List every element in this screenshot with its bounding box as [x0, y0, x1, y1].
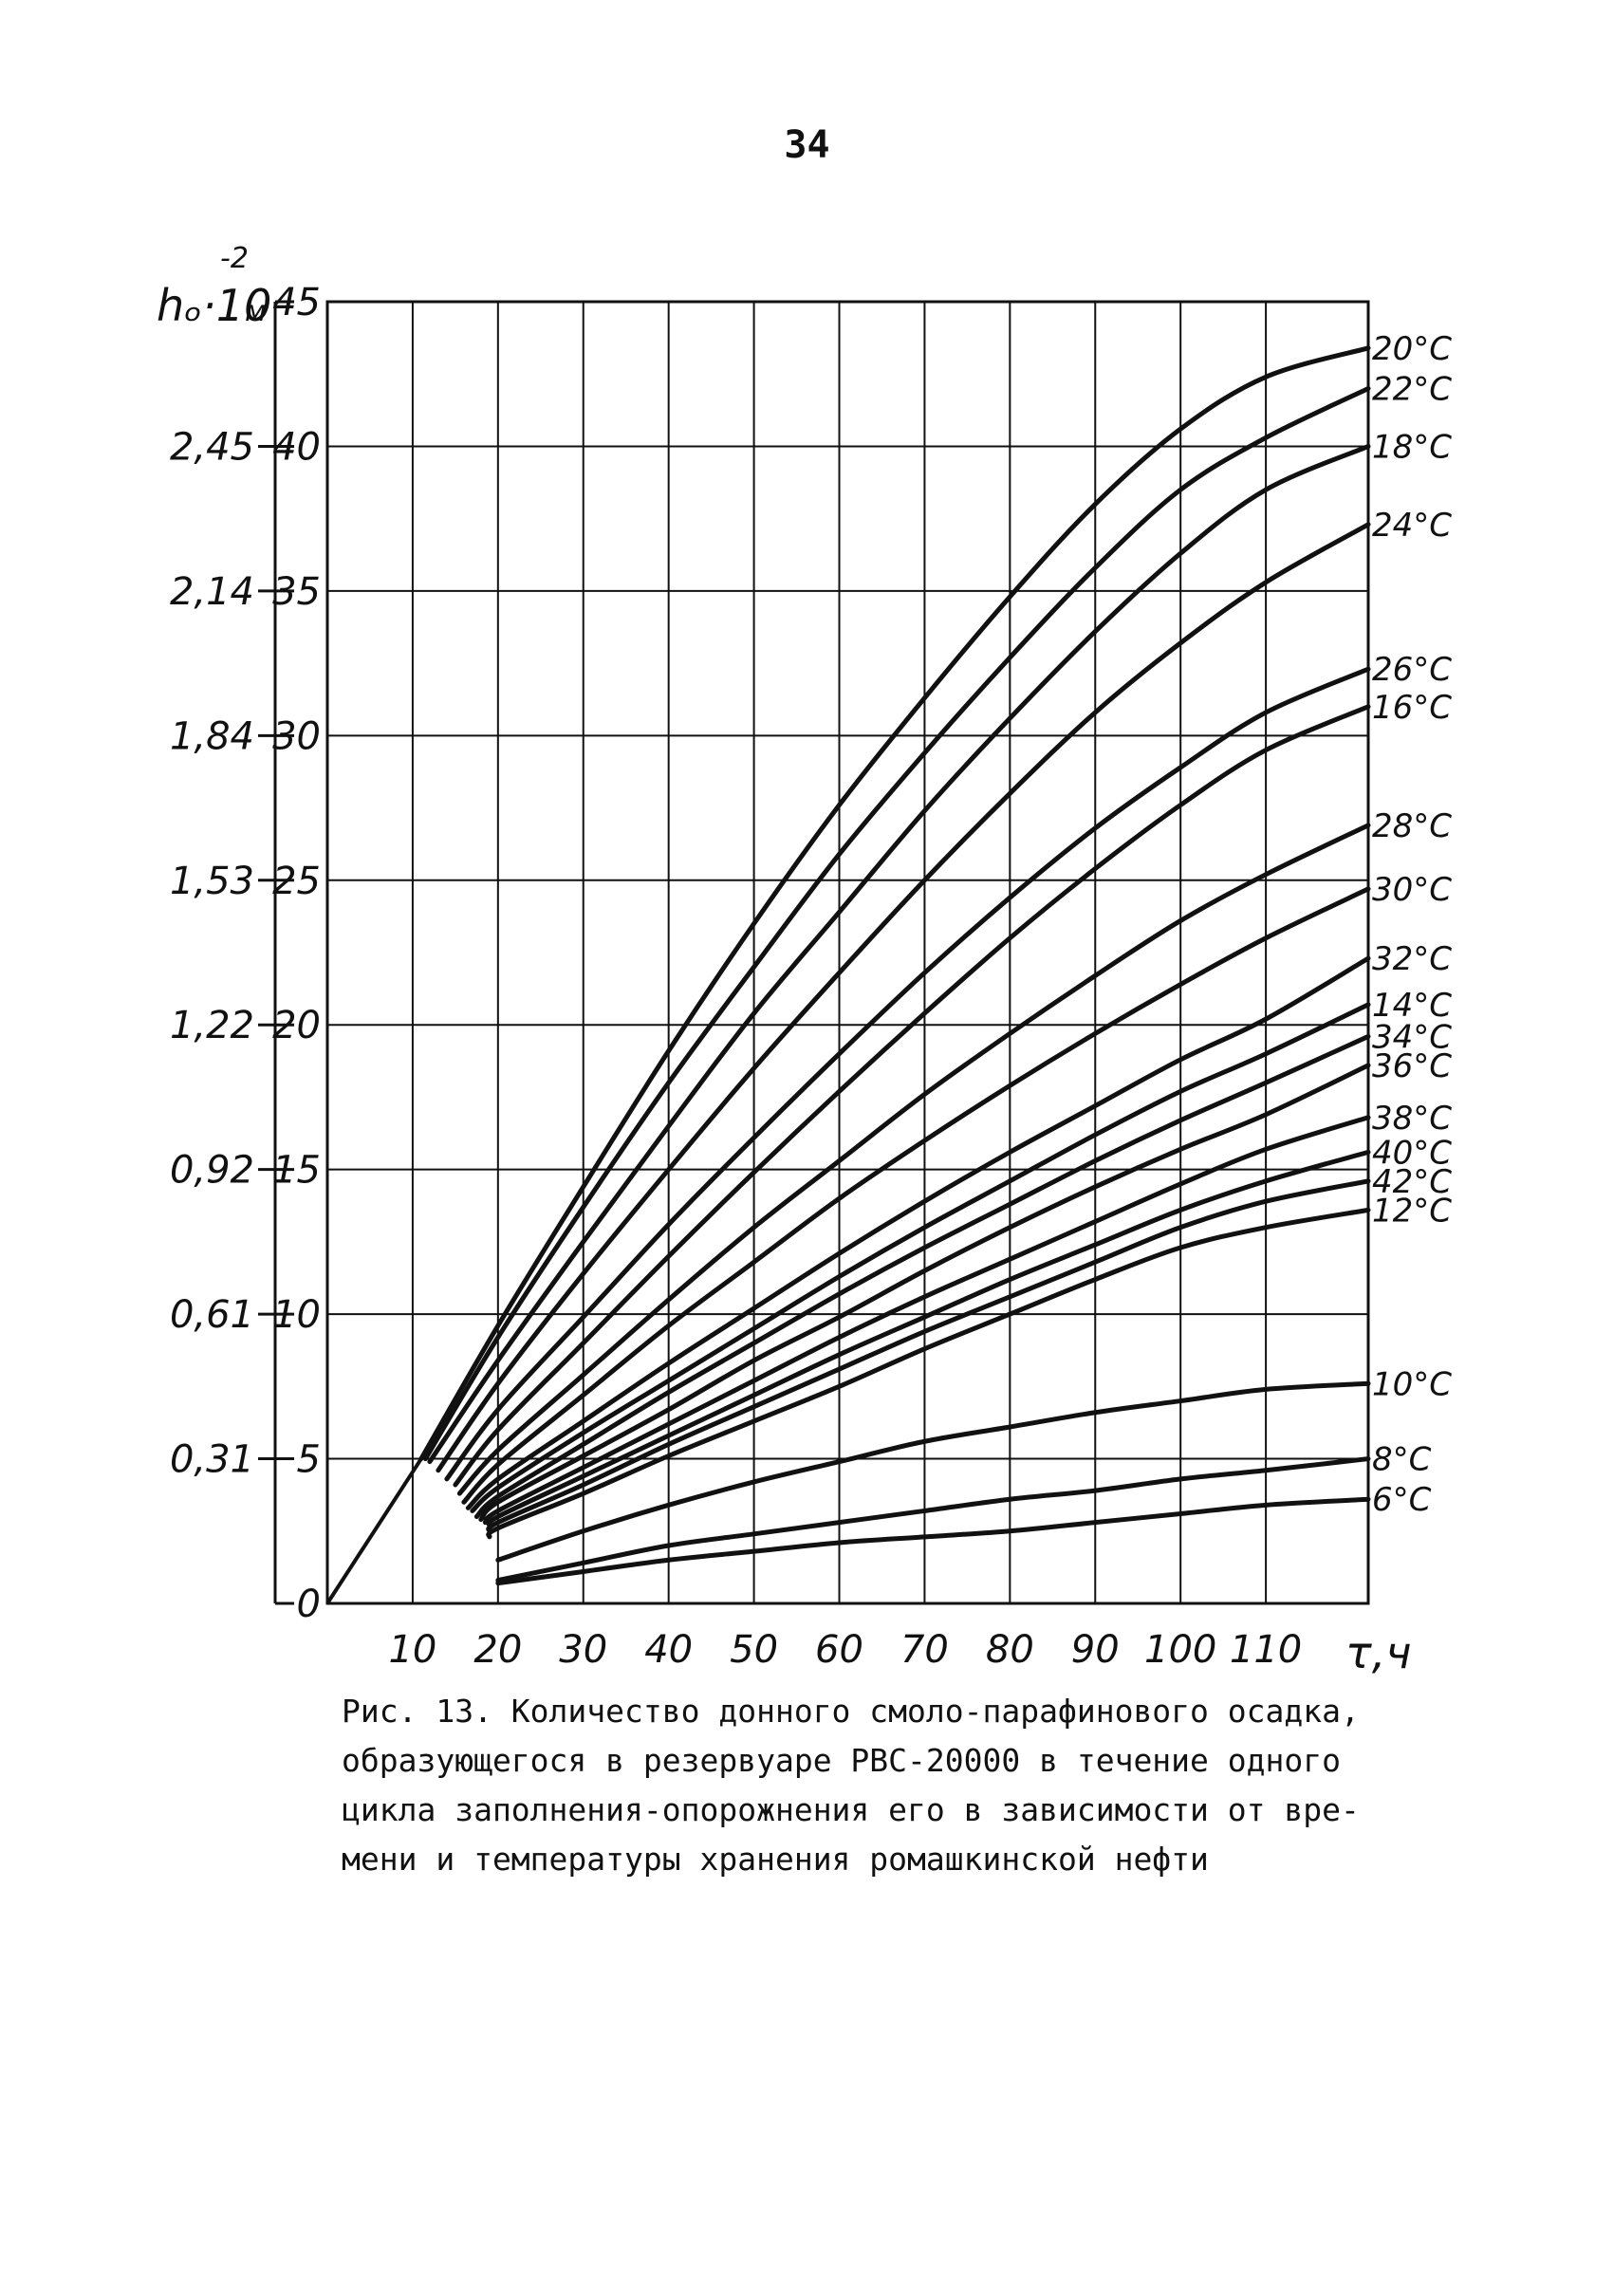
series-line: [436, 522, 1371, 1473]
series-label: 6°C: [1372, 1481, 1432, 1519]
y2-tick-label: 1,84: [170, 714, 254, 758]
figure-caption: Рис. 13. Количество донного смоло-парафи…: [342, 1687, 1366, 1884]
x-ticks: 10 20 30 40 50 60 70 80 90 100 110: [388, 1628, 1302, 1672]
series-line: [456, 823, 1371, 1496]
series-line: [453, 704, 1371, 1488]
series-label: 20°C: [1372, 330, 1452, 368]
y2-tick-label: 0,31: [170, 1438, 254, 1482]
series-line: [470, 1002, 1371, 1513]
y-tick-label: 0: [297, 1583, 321, 1626]
series-line: [486, 1207, 1371, 1540]
series-line: [473, 1033, 1371, 1520]
grid: [327, 302, 1368, 1603]
caption-line: образующегося в резервуаре РВС-20000 в т…: [342, 1742, 1341, 1779]
series-line: [486, 1149, 1371, 1528]
y-ticks: 0 5 10 15 20 25 30 35 40 45: [272, 281, 321, 1626]
series-label: 22°C: [1372, 370, 1452, 408]
series-line: [495, 1456, 1371, 1583]
y-axis-unit: м: [245, 295, 267, 328]
series-line: [465, 955, 1371, 1510]
y-tick-label: 25: [272, 860, 321, 903]
series-label: 40°C: [1372, 1134, 1452, 1172]
y2-tick-label: 0,92: [170, 1149, 254, 1193]
series-label: 32°C: [1372, 940, 1452, 978]
series-line: [422, 385, 1371, 1462]
y2-tick-label: 2,14: [170, 570, 254, 614]
x-tick-label: 60: [815, 1628, 863, 1672]
series-label: 26°C: [1372, 651, 1452, 689]
series-label: 38°C: [1372, 1100, 1452, 1138]
y2-tick-label: 0,61: [170, 1293, 254, 1337]
series-label: 34°C: [1372, 1018, 1452, 1056]
y-tick-label: 40: [272, 425, 321, 469]
series-label: 30°C: [1372, 871, 1452, 909]
series-label: 24°C: [1372, 507, 1452, 545]
secondary-y-ticks: 0,31 0,61 0,92 1,22 1,53 1,84 2,14 2,45: [170, 425, 275, 1482]
x-tick-label: 70: [900, 1628, 949, 1672]
series-label: 8°C: [1372, 1441, 1432, 1479]
series-label: 10°C: [1372, 1365, 1452, 1403]
series-line: [486, 1178, 1371, 1534]
series-line: [482, 1115, 1371, 1526]
caption-line: Рис. 13. Количество донного смоло-парафи…: [342, 1693, 1360, 1730]
y-tick-label: 30: [272, 714, 321, 758]
series-line: [418, 345, 1371, 1462]
y2-tick-label: 1,53: [170, 860, 254, 903]
y-tick-label: 20: [272, 1004, 321, 1047]
y2-tick-label: 1,22: [170, 1004, 254, 1047]
x-axis-title: τ,ч: [1345, 1627, 1412, 1678]
plot-frame: [325, 300, 1370, 1605]
x-tick-label: 110: [1230, 1628, 1302, 1672]
series-label: 42°C: [1372, 1163, 1452, 1201]
curves: [325, 345, 1371, 1605]
x-tick-label: 50: [730, 1628, 778, 1672]
series-line: [495, 1380, 1371, 1563]
series-label: 28°C: [1372, 807, 1452, 845]
x-tick-label: 40: [644, 1628, 693, 1672]
series-line: [427, 443, 1371, 1465]
series-label: 16°C: [1372, 689, 1452, 727]
x-tick-label: 80: [986, 1628, 1034, 1672]
series-label: 12°C: [1372, 1192, 1452, 1230]
series-label: 36°C: [1372, 1047, 1452, 1085]
series-label: 14°C: [1372, 987, 1452, 1025]
x-tick-label: 30: [559, 1628, 607, 1672]
y-tick-label: 35: [272, 570, 321, 614]
series-line: [478, 1063, 1371, 1523]
caption-line: цикла заполнения-опорожнения его в завис…: [342, 1791, 1360, 1828]
y-tick-label: 10: [272, 1293, 321, 1337]
y-tick-label: 45: [272, 281, 321, 324]
x-tick-label: 100: [1144, 1628, 1216, 1672]
x-tick-label: 20: [473, 1628, 522, 1672]
page-number: 34: [784, 123, 830, 167]
y-axis-title: hₒ·10: [157, 280, 271, 331]
y2-tick-label: 2,45: [170, 425, 254, 469]
caption-line: мени и температуры хранения ромашкинской…: [342, 1841, 1209, 1878]
series-line: [444, 666, 1371, 1482]
y-tick-label: 15: [272, 1149, 321, 1193]
temperature-labels: 20°C22°C 18°C 24°C 26°C16°C 28°C 30°C 32°C 14°C…: [1372, 330, 1452, 1519]
series-line: [495, 1496, 1371, 1586]
series-label: 18°C: [1372, 428, 1452, 466]
y-axis-exponent: -2: [220, 242, 249, 275]
series-line: [461, 886, 1371, 1505]
x-tick-label: 90: [1071, 1628, 1120, 1672]
initial-segment-line: [325, 1457, 423, 1605]
x-tick-label: 10: [388, 1628, 436, 1672]
y-tick-label: 5: [297, 1438, 321, 1482]
